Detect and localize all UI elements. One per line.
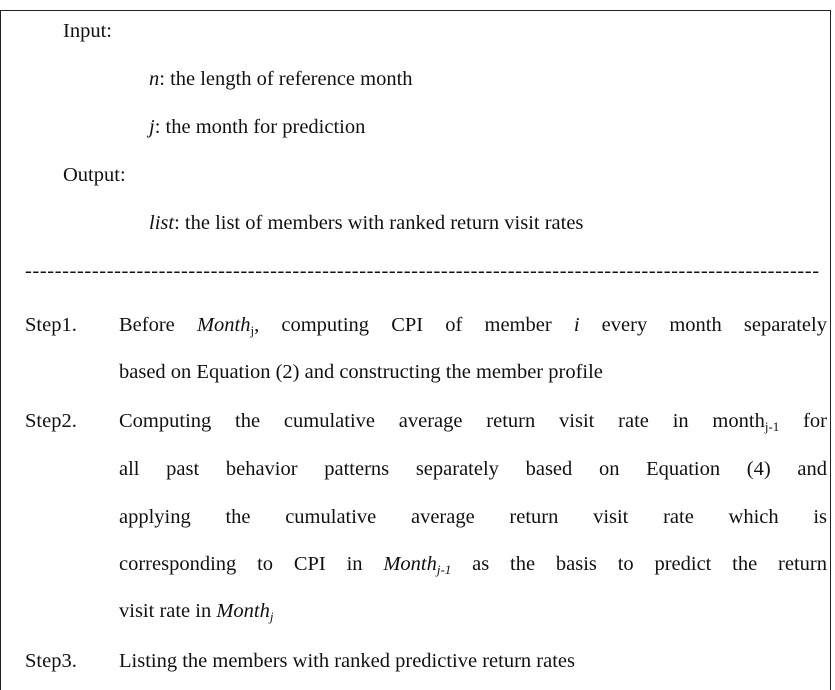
text: every month separately <box>579 314 827 336</box>
text: all past behavior patterns separately ba… <box>119 458 827 480</box>
text: Listing the members with ranked predicti… <box>119 650 575 672</box>
algorithm-box: Input: n: the length of reference month … <box>0 10 831 690</box>
text: corresponding to CPI in <box>119 553 384 575</box>
param-name: n <box>149 68 160 90</box>
text: Month <box>383 553 437 575</box>
step-line: applying the cumulative average return v… <box>119 493 827 541</box>
step-label: Step2. <box>25 410 77 432</box>
subscript: j <box>250 323 255 338</box>
text: visit rate in <box>119 600 217 622</box>
text: , computing CPI of member <box>254 314 574 336</box>
text: Computing the cumulative average return … <box>119 410 765 432</box>
step-line: all past behavior patterns separately ba… <box>119 445 827 493</box>
input-label: Input: <box>63 20 112 42</box>
text: based on Equation (2) and constructing t… <box>119 361 603 383</box>
step-line: based on Equation (2) and constructing t… <box>119 348 827 396</box>
param-desc: : the list of members with ranked return… <box>174 212 584 234</box>
separator: ----------------------------------------… <box>25 260 820 282</box>
step-label: Step3. <box>25 650 77 672</box>
step-line: Before Monthj, computing CPI of member i… <box>119 301 827 349</box>
param: n: the length of reference month <box>149 55 413 103</box>
subscript: j-1 <box>436 562 452 577</box>
step-line: Computing the cumulative average return … <box>119 397 827 445</box>
subscript: j <box>269 609 274 624</box>
text: Before <box>119 314 197 336</box>
text: for <box>779 410 827 432</box>
text: Month <box>216 600 270 622</box>
step-line: visit rate in Monthj <box>119 587 827 635</box>
subscript: j-1 <box>764 419 780 434</box>
step-line: corresponding to CPI in Monthj-1 as the … <box>119 540 827 588</box>
step-line: Listing the members with ranked predicti… <box>119 637 827 685</box>
param-desc: : the month for prediction <box>154 116 366 138</box>
param: list: the list of members with ranked re… <box>149 199 583 247</box>
text: Month <box>196 314 251 336</box>
output-label: Output: <box>63 164 126 186</box>
param-desc: : the length of reference month <box>159 68 413 90</box>
param: j: the month for prediction <box>149 103 365 151</box>
step-label: Step1. <box>25 314 77 336</box>
param-name: list <box>149 212 175 234</box>
text: as the basis to predict the return <box>451 553 827 575</box>
text: i <box>573 314 580 336</box>
param-name: j <box>149 116 155 138</box>
text: applying the cumulative average return v… <box>119 506 827 528</box>
